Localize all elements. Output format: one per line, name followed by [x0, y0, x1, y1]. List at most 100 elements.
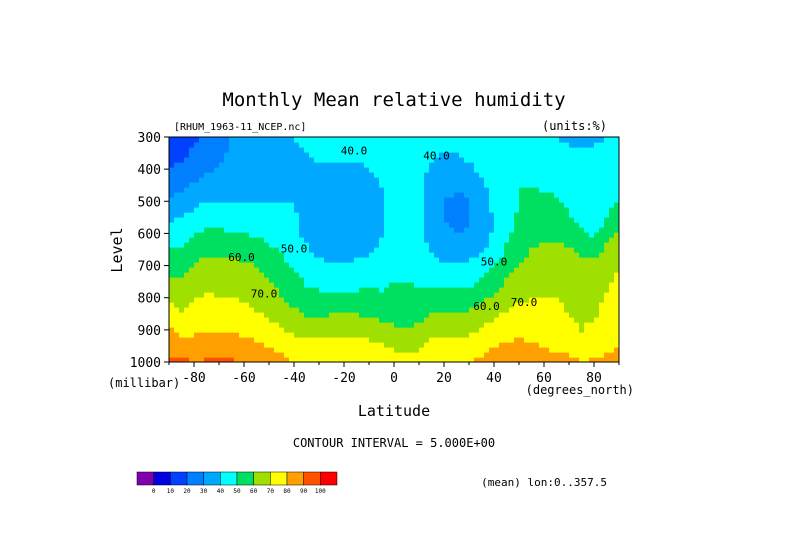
- contour-cell: [534, 317, 540, 323]
- contour-cell: [569, 172, 575, 178]
- contour-cell: [339, 167, 345, 173]
- contour-cell: [329, 157, 335, 163]
- contour-cell: [384, 232, 390, 238]
- contour-cell: [469, 157, 475, 163]
- contour-cell: [559, 322, 565, 328]
- contour-cell: [469, 182, 475, 188]
- contour-cell: [229, 222, 235, 228]
- contour-cell: [189, 212, 195, 218]
- contour-cell: [339, 307, 345, 313]
- contour-cell: [299, 157, 305, 163]
- contour-cell: [419, 147, 425, 153]
- contour-cell: [489, 162, 495, 168]
- contour-cell: [604, 307, 610, 313]
- contour-cell: [194, 232, 200, 238]
- contour-cell: [194, 237, 200, 243]
- contour-cell: [504, 142, 510, 148]
- contour-cell: [324, 217, 330, 223]
- contour-cell: [254, 232, 260, 238]
- contour-cell: [209, 247, 215, 253]
- contour-cell: [394, 157, 400, 163]
- contour-cell: [589, 352, 595, 358]
- contour-cell: [219, 237, 225, 243]
- contour-cell: [614, 187, 619, 193]
- contour-cell: [199, 352, 205, 358]
- contour-cell: [354, 247, 360, 253]
- contour-cell: [609, 312, 615, 318]
- contour-cell: [314, 257, 320, 263]
- contour-cell: [484, 357, 490, 362]
- contour-cell: [384, 137, 390, 143]
- contour-cell: [574, 272, 580, 278]
- contour-cell: [334, 332, 340, 338]
- contour-cell: [204, 202, 210, 208]
- contour-cell: [404, 167, 410, 173]
- contour-cell: [234, 322, 240, 328]
- contour-cell: [219, 192, 225, 198]
- contour-cell: [184, 247, 190, 253]
- contour-cell: [274, 222, 280, 228]
- contour-cell: [559, 162, 565, 168]
- contour-cell: [194, 272, 200, 278]
- contour-cell: [564, 247, 570, 253]
- contour-cell: [234, 297, 240, 303]
- contour-cell: [319, 177, 325, 183]
- contour-cell: [304, 257, 310, 263]
- contour-cell: [474, 192, 480, 198]
- contour-cell: [579, 187, 585, 193]
- contour-cell: [329, 172, 335, 178]
- units-label: (units:%): [542, 119, 607, 133]
- contour-cell: [459, 287, 465, 293]
- contour-cell: [469, 177, 475, 183]
- contour-cell: [399, 297, 405, 303]
- contour-cell: [554, 202, 560, 208]
- contour-cell: [579, 232, 585, 238]
- contour-cell: [534, 357, 540, 362]
- contour-cell: [439, 197, 445, 203]
- contour-cell: [174, 147, 180, 153]
- contour-cell: [209, 182, 215, 188]
- contour-cell: [204, 307, 210, 313]
- contour-cell: [284, 227, 290, 233]
- contour-cell: [499, 187, 505, 193]
- contour-cell: [474, 347, 480, 353]
- contour-cell: [179, 327, 185, 333]
- contour-cell: [564, 192, 570, 198]
- contour-cell: [354, 267, 360, 273]
- contour-cell: [539, 177, 545, 183]
- contour-cell: [354, 192, 360, 198]
- contour-cell: [264, 322, 270, 328]
- contour-cell: [264, 222, 270, 228]
- contour-cell: [464, 217, 470, 223]
- contour-cell: [194, 247, 200, 253]
- contour-cell: [299, 297, 305, 303]
- contour-cell: [204, 137, 210, 143]
- contour-cell: [354, 252, 360, 258]
- contour-cell: [584, 277, 590, 283]
- contour-cell: [509, 297, 515, 303]
- contour-cell: [284, 207, 290, 213]
- contour-cell: [179, 267, 185, 273]
- contour-cell: [189, 192, 195, 198]
- contour-cell: [554, 222, 560, 228]
- contour-cell: [609, 347, 615, 353]
- contour-cell: [304, 317, 310, 323]
- contour-cell: [174, 207, 180, 213]
- contour-cell: [539, 317, 545, 323]
- contour-cell: [294, 307, 300, 313]
- contour-cell: [304, 137, 310, 143]
- contour-cell: [494, 272, 500, 278]
- contour-cell: [454, 187, 460, 193]
- contour-cell: [519, 287, 525, 293]
- contour-cell: [374, 162, 380, 168]
- contour-cell: [584, 152, 590, 158]
- contour-cell: [334, 307, 340, 313]
- contour-cell: [214, 287, 220, 293]
- contour-cell: [439, 342, 445, 348]
- contour-cell: [229, 277, 235, 283]
- contour-cell: [414, 292, 420, 298]
- contour-cell: [444, 242, 450, 248]
- contour-cell: [459, 302, 465, 308]
- contour-cell: [384, 242, 390, 248]
- contour-cell: [199, 192, 205, 198]
